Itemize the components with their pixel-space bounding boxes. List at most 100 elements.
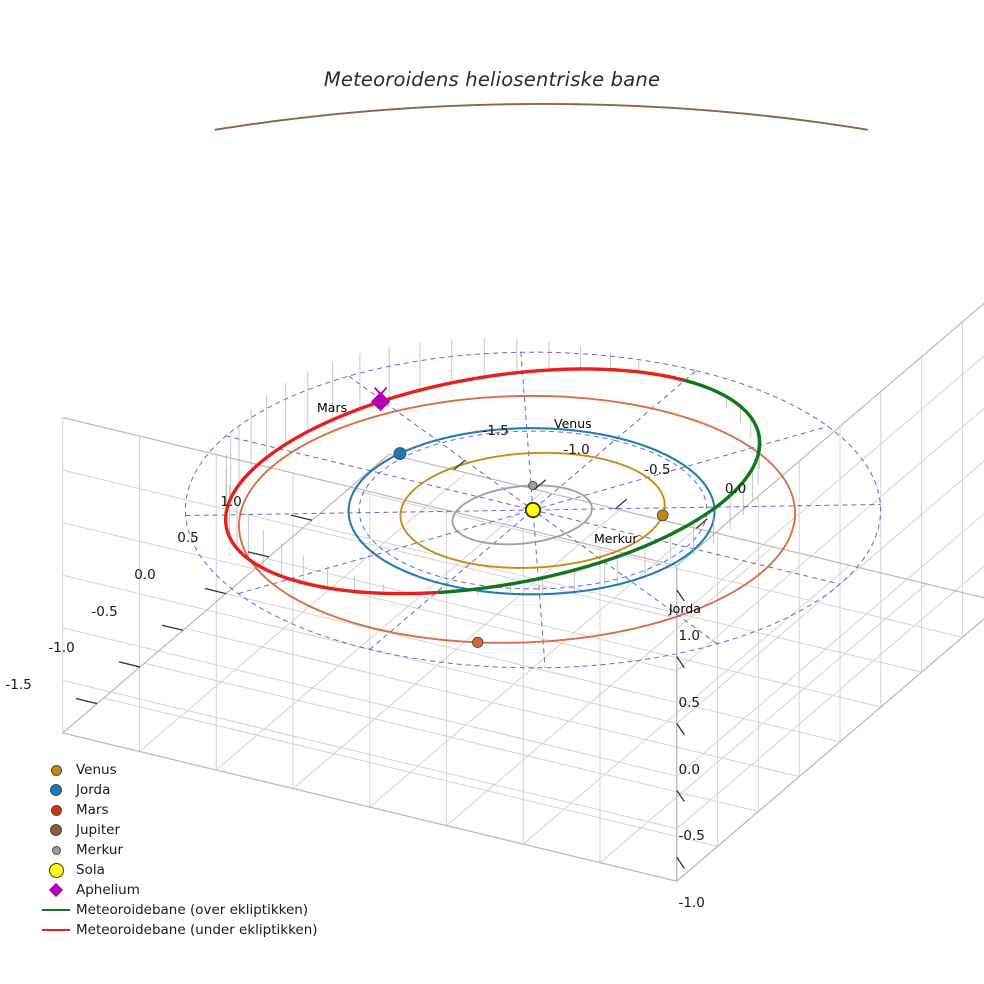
x-tick-3: 0.0	[134, 567, 156, 584]
z-tick-2: 0.0	[678, 761, 701, 778]
legend-marker-key	[36, 784, 76, 796]
axis-tick	[247, 551, 270, 558]
polar-circle	[358, 430, 708, 590]
grid-line	[676, 302, 984, 567]
legend-dot-icon	[50, 824, 62, 836]
legend-label: Merkur	[76, 842, 124, 858]
marker-aphelium	[370, 391, 391, 412]
legend-label: Sola	[76, 862, 105, 878]
marker-sola	[524, 501, 542, 519]
orbit-jupiter	[214, 103, 868, 131]
axis-tick	[615, 498, 628, 510]
meteoroid-orbit-below-ecliptic	[223, 367, 686, 596]
legend-line-icon	[42, 909, 70, 911]
axes-box	[62, 302, 984, 882]
grid-line	[676, 565, 984, 830]
z-tick-1: 0.5	[678, 694, 701, 711]
grid-line	[522, 565, 851, 845]
label-jorda: Jorda	[669, 601, 701, 616]
legend-item-jorda[interactable]: Jorda	[36, 780, 336, 800]
legend-dot-icon	[51, 845, 61, 855]
grid-line	[62, 679, 677, 830]
grid-line	[389, 453, 984, 599]
wall-grid-right	[62, 417, 678, 882]
legend-item-mars[interactable]: Mars	[36, 800, 336, 820]
legend-label: Aphelium	[76, 882, 140, 898]
legend-diamond-icon	[48, 882, 64, 898]
grid-line	[389, 453, 984, 599]
legend-item-venus[interactable]: Venus	[36, 760, 336, 780]
legend-item-sola[interactable]: Sola	[36, 860, 336, 880]
axis-tick	[161, 624, 184, 631]
legend-item-meteoroidebane[interactable]: Meteoroidebane (over ekliptikken)	[36, 900, 336, 920]
grid-line	[676, 618, 984, 882]
legend-label: Mars	[76, 802, 109, 818]
z-tick-4: -1.0	[678, 895, 705, 912]
y-tick-3: 0.0	[724, 481, 747, 498]
grid-line	[62, 627, 677, 777]
grid-line	[348, 488, 963, 638]
axis-tick	[676, 723, 685, 736]
grid-line	[62, 417, 677, 567]
legend-marker-key	[36, 882, 76, 898]
axis-tick	[676, 789, 685, 802]
legend-marker-key	[36, 845, 76, 855]
grid-line	[266, 558, 881, 708]
x-tick-4: 0.5	[177, 530, 199, 547]
orbit-venus	[399, 451, 666, 569]
legend-item-meteoroidebane[interactable]: Meteoroidebane (under ekliptikken)	[36, 920, 336, 940]
y-tick-2: -0.5	[644, 461, 671, 478]
axis-tick	[75, 697, 98, 705]
y-tick-1: -1.0	[563, 442, 590, 459]
axis-tick	[676, 656, 685, 669]
legend-marker-key	[36, 862, 76, 878]
axis-tick	[290, 514, 313, 521]
legend-dot-icon	[48, 862, 64, 878]
legend-label: Meteoroidebane (under ekliptikken)	[76, 922, 318, 938]
marker-merkur	[528, 480, 538, 491]
legend-item-merkur[interactable]: Merkur	[36, 840, 336, 860]
x-tick-5: 1.0	[220, 493, 242, 510]
polar-radial-line	[185, 503, 881, 517]
marker-venus	[656, 509, 669, 522]
legend-dot-icon	[50, 784, 62, 796]
legend-item-jupiter[interactable]: Jupiter	[36, 820, 336, 840]
legend: Venus Jorda Mars Jupiter Merkur Sola Aphelium M…	[36, 760, 336, 940]
grid-line	[676, 355, 984, 619]
grid-line	[62, 522, 677, 672]
x-tick-2: -0.5	[91, 603, 118, 620]
aphelium-cross-icon	[373, 386, 388, 397]
wall-grid-left	[676, 302, 984, 882]
legend-item-aphelium[interactable]: Aphelium	[36, 880, 336, 900]
legend-dot-icon	[50, 764, 62, 776]
legend-dot-icon	[50, 804, 62, 816]
z-tick-0: 1.0	[678, 628, 701, 645]
axis-tick	[695, 518, 708, 529]
axis-tick	[534, 479, 547, 490]
legend-line-key	[36, 929, 76, 931]
marker-mars	[472, 636, 484, 649]
legend-line-key	[36, 909, 76, 911]
z-tick-3: -0.5	[678, 828, 705, 845]
x-tick-1: -1.0	[48, 640, 75, 657]
grid-line	[307, 523, 922, 673]
legend-label: Venus	[76, 762, 117, 778]
grid-line	[676, 302, 984, 567]
grid-line	[62, 732, 677, 882]
label-venus: Venus	[554, 416, 592, 431]
legend-label: Jupiter	[76, 822, 121, 838]
axis-tick	[676, 856, 685, 869]
grid-line	[676, 513, 984, 777]
page-title: Meteoroidens heliosentriske bane	[323, 68, 661, 91]
meteoroid-orbit-above-ecliptic	[436, 559, 607, 595]
grid-line	[446, 546, 774, 826]
legend-marker-key	[36, 824, 76, 836]
legend-line-icon	[42, 929, 70, 931]
polar-radial-line	[520, 352, 546, 668]
legend-label: Jorda	[76, 782, 111, 798]
legend-label: Meteoroidebane (over ekliptikken)	[76, 902, 309, 918]
legend-marker-key	[36, 804, 76, 816]
label-merkur: Merkur	[594, 531, 638, 546]
